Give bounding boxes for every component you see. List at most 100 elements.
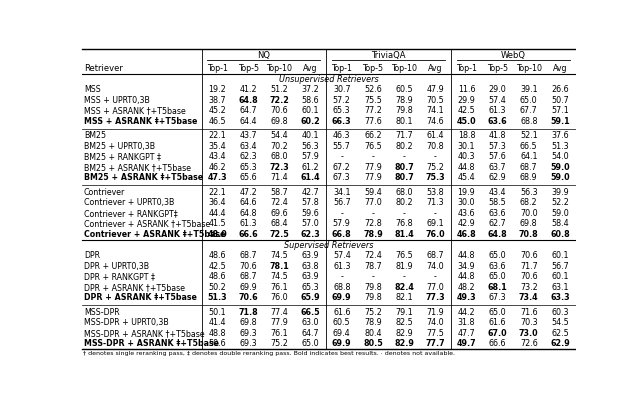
Text: 70.0: 70.0 (520, 209, 538, 218)
Text: BM25 + RANKGPT ‡: BM25 + RANKGPT ‡ (84, 152, 161, 161)
Text: 75.2: 75.2 (426, 163, 444, 172)
Text: 71.3: 71.3 (426, 198, 444, 207)
Text: DPR + ASRANK †+T5base: DPR + ASRANK †+T5base (84, 283, 185, 292)
Text: 63.4: 63.4 (239, 142, 257, 151)
Text: 72.5: 72.5 (269, 230, 289, 239)
Text: 69.9: 69.9 (239, 283, 257, 292)
Text: -: - (340, 152, 343, 161)
Text: 65.9: 65.9 (301, 294, 321, 302)
Text: 70.3: 70.3 (520, 318, 538, 327)
Text: 82.4: 82.4 (394, 283, 414, 292)
Text: 67.2: 67.2 (333, 163, 351, 172)
Text: Contriever + UPRT0,3B: Contriever + UPRT0,3B (84, 198, 174, 207)
Text: 34.9: 34.9 (458, 262, 476, 271)
Text: 29.9: 29.9 (458, 96, 476, 105)
Text: MSS-DPR + ASRANK ‡+T5base: MSS-DPR + ASRANK ‡+T5base (84, 339, 219, 348)
Text: 75.2: 75.2 (271, 339, 289, 348)
Text: 61.3: 61.3 (489, 106, 506, 115)
Text: 64.1: 64.1 (520, 152, 538, 161)
Text: 61.4: 61.4 (426, 131, 444, 140)
Text: 57.8: 57.8 (301, 198, 319, 207)
Text: Avg: Avg (303, 64, 318, 73)
Text: 64.8: 64.8 (488, 230, 508, 239)
Text: 66.5: 66.5 (301, 308, 321, 317)
Text: 60.2: 60.2 (301, 117, 321, 126)
Text: 62.3: 62.3 (239, 152, 257, 161)
Text: 78.7: 78.7 (364, 262, 382, 271)
Text: 39.9: 39.9 (551, 188, 569, 197)
Text: 71.8: 71.8 (238, 308, 258, 317)
Text: 66.6: 66.6 (489, 339, 506, 348)
Text: 72.8: 72.8 (364, 219, 382, 229)
Text: -: - (371, 272, 374, 281)
Text: 41.2: 41.2 (239, 85, 257, 94)
Text: 77.0: 77.0 (364, 198, 382, 207)
Text: 26.6: 26.6 (551, 85, 569, 94)
Text: 69.8: 69.8 (239, 318, 257, 327)
Text: 80.2: 80.2 (396, 198, 413, 207)
Text: 56.3: 56.3 (520, 188, 538, 197)
Text: MSS + ASRANK ‡+T5base: MSS + ASRANK ‡+T5base (84, 117, 197, 126)
Text: 67.3: 67.3 (489, 294, 506, 302)
Text: 82.9: 82.9 (396, 329, 413, 338)
Text: 37.2: 37.2 (301, 85, 319, 94)
Text: 61.6: 61.6 (489, 318, 506, 327)
Text: Avg: Avg (553, 64, 567, 73)
Text: 35.4: 35.4 (208, 142, 226, 151)
Text: 60.8: 60.8 (550, 230, 570, 239)
Text: 68.0: 68.0 (271, 152, 288, 161)
Text: 63.8: 63.8 (302, 262, 319, 271)
Text: 45.0: 45.0 (456, 117, 476, 126)
Text: 70.6: 70.6 (520, 272, 538, 281)
Text: 78.9: 78.9 (363, 230, 383, 239)
Text: MSS: MSS (84, 85, 100, 94)
Text: 75.5: 75.5 (364, 96, 382, 105)
Text: Top-5: Top-5 (238, 64, 259, 73)
Text: 72.4: 72.4 (364, 251, 382, 260)
Text: BM25 + ASRANK ‡+T5base: BM25 + ASRANK ‡+T5base (84, 174, 203, 182)
Text: 65.0: 65.0 (489, 251, 506, 260)
Text: 73.4: 73.4 (519, 294, 539, 302)
Text: 79.8: 79.8 (364, 294, 382, 302)
Text: 75.2: 75.2 (364, 308, 382, 317)
Text: 70.6: 70.6 (239, 262, 257, 271)
Text: 30.1: 30.1 (458, 142, 475, 151)
Text: 64.6: 64.6 (239, 198, 257, 207)
Text: 46.5: 46.5 (208, 117, 226, 126)
Text: 66.3: 66.3 (332, 117, 351, 126)
Text: 70.8: 70.8 (519, 230, 539, 239)
Text: 61.3: 61.3 (239, 219, 257, 229)
Text: 73.0: 73.0 (519, 329, 539, 338)
Text: NQ: NQ (257, 51, 270, 61)
Text: 48.2: 48.2 (458, 283, 476, 292)
Text: 79.8: 79.8 (396, 106, 413, 115)
Text: 50.7: 50.7 (551, 96, 569, 105)
Text: 72.6: 72.6 (520, 339, 538, 348)
Text: 56.7: 56.7 (333, 198, 351, 207)
Text: 57.3: 57.3 (489, 142, 506, 151)
Text: 64.7: 64.7 (302, 329, 319, 338)
Text: -: - (434, 152, 436, 161)
Text: 68.7: 68.7 (426, 251, 444, 260)
Text: 70.6: 70.6 (271, 106, 288, 115)
Text: 67.0: 67.0 (488, 329, 508, 338)
Text: 63.0: 63.0 (302, 318, 319, 327)
Text: MSS + ASRANK †+T5base: MSS + ASRANK †+T5base (84, 106, 186, 115)
Text: 40.1: 40.1 (302, 131, 319, 140)
Text: 47.9: 47.9 (426, 85, 444, 94)
Text: 69.8: 69.8 (271, 117, 288, 126)
Text: 78.9: 78.9 (396, 96, 413, 105)
Text: 56.3: 56.3 (302, 142, 319, 151)
Text: 22.1: 22.1 (208, 188, 226, 197)
Text: 41.4: 41.4 (209, 318, 226, 327)
Text: 68.0: 68.0 (396, 188, 413, 197)
Text: 76.1: 76.1 (271, 283, 288, 292)
Text: 71.4: 71.4 (271, 174, 288, 182)
Text: 59.0: 59.0 (550, 163, 570, 172)
Text: 77.3: 77.3 (426, 294, 445, 302)
Text: 67.7: 67.7 (520, 106, 538, 115)
Text: 69.6: 69.6 (271, 209, 288, 218)
Text: 18.8: 18.8 (458, 131, 475, 140)
Text: 47.7: 47.7 (458, 329, 476, 338)
Text: 44.8: 44.8 (458, 251, 475, 260)
